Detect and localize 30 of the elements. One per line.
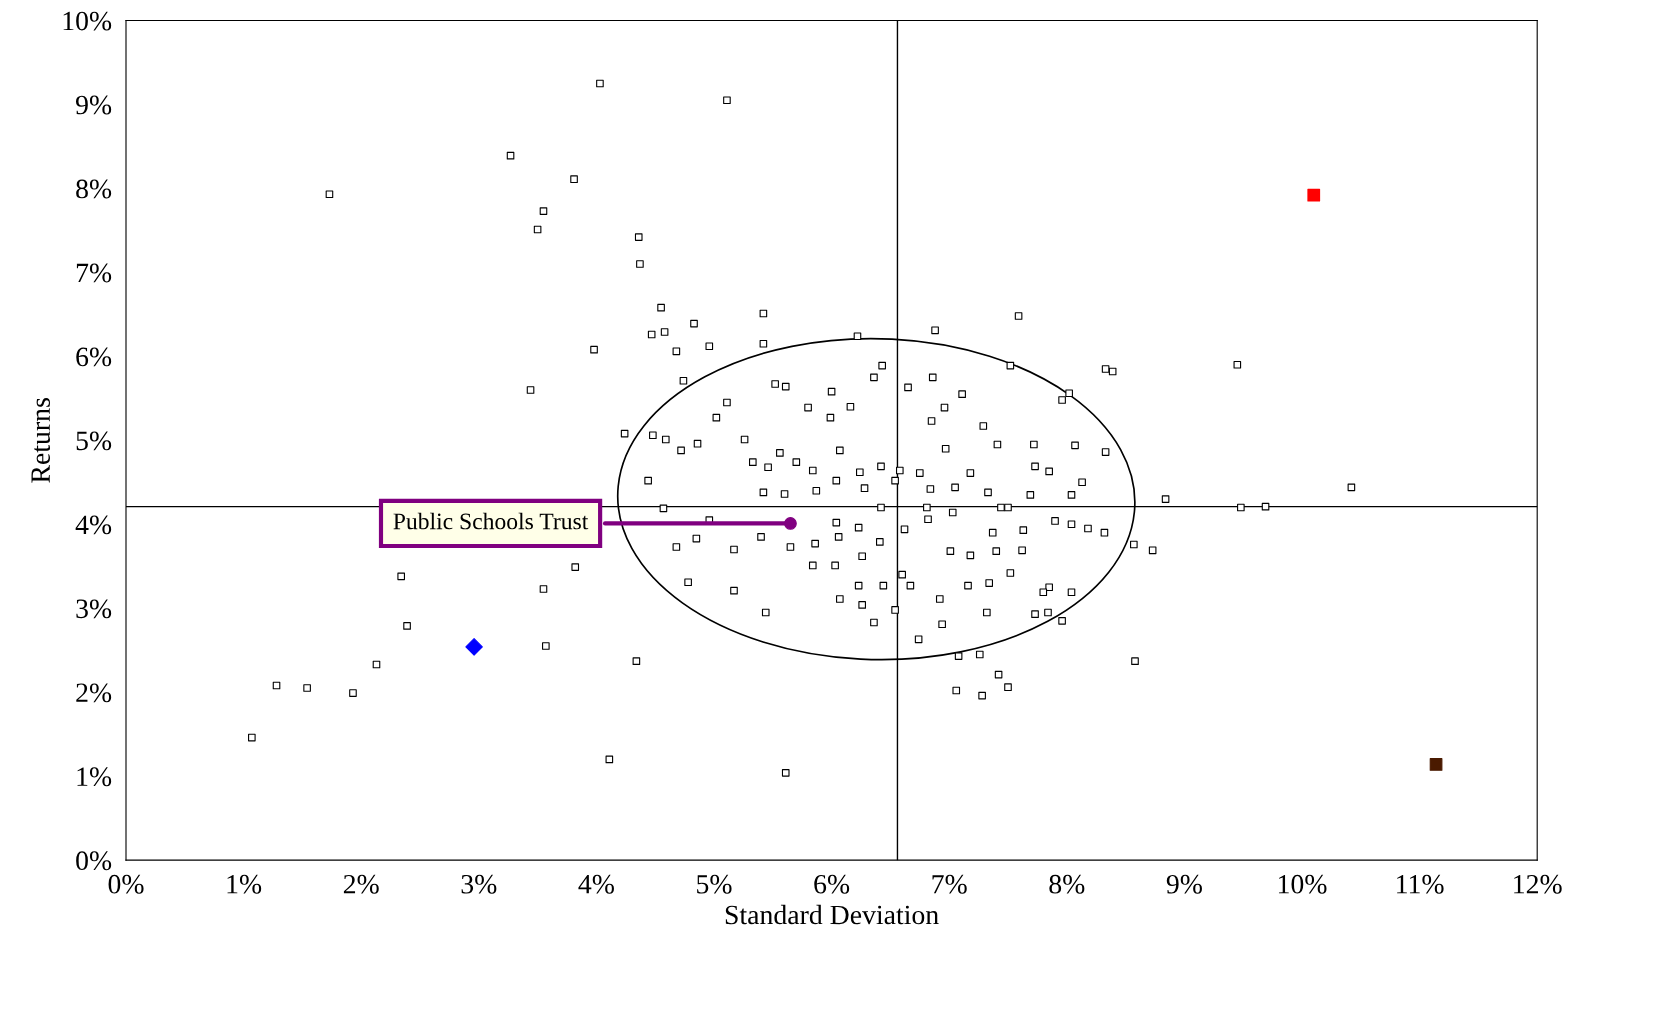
y-axis-title: Returns	[31, 398, 50, 483]
x-tick-label: 0%	[108, 874, 144, 894]
x-tick-label: 11%	[1397, 874, 1444, 894]
y-tick-label: 0%	[76, 851, 112, 871]
y-tick-label: 5%	[76, 431, 112, 451]
y-tick-label: 10%	[63, 11, 112, 31]
text: Public Schools Trust	[393, 512, 589, 530]
x-tick-label: 5%	[697, 874, 732, 894]
y-tick-label: 1%	[77, 767, 112, 787]
x-tick-label: 1%	[227, 874, 262, 894]
x-tick-label: 3%	[461, 874, 497, 894]
point	[1307, 188, 1321, 202]
x-tick-label: 4%	[578, 874, 614, 894]
x-tick-label: 7%	[932, 874, 967, 894]
y-tick-label: 9%	[75, 95, 112, 115]
y-tick-label: 8%	[76, 179, 112, 199]
x-tick-label: 6%	[814, 874, 850, 894]
x-tick-label: 9%	[1166, 874, 1202, 894]
x-tick-label: 8%	[1049, 874, 1085, 894]
y-tick-label: 3%	[76, 599, 112, 619]
x-axis-title: Standard Deviation	[725, 904, 939, 925]
x-tick-label: 2%	[343, 874, 379, 894]
x-tick-label: 10%	[1278, 874, 1327, 894]
x-tick-label: 12%	[1514, 874, 1562, 894]
y-tick-label: 6%	[76, 347, 112, 367]
point	[465, 638, 483, 656]
y-tick-label: 4%	[75, 515, 112, 535]
y-tick-label: 7%	[76, 263, 112, 283]
y-tick-label: 2%	[76, 683, 112, 703]
point	[1429, 758, 1443, 771]
